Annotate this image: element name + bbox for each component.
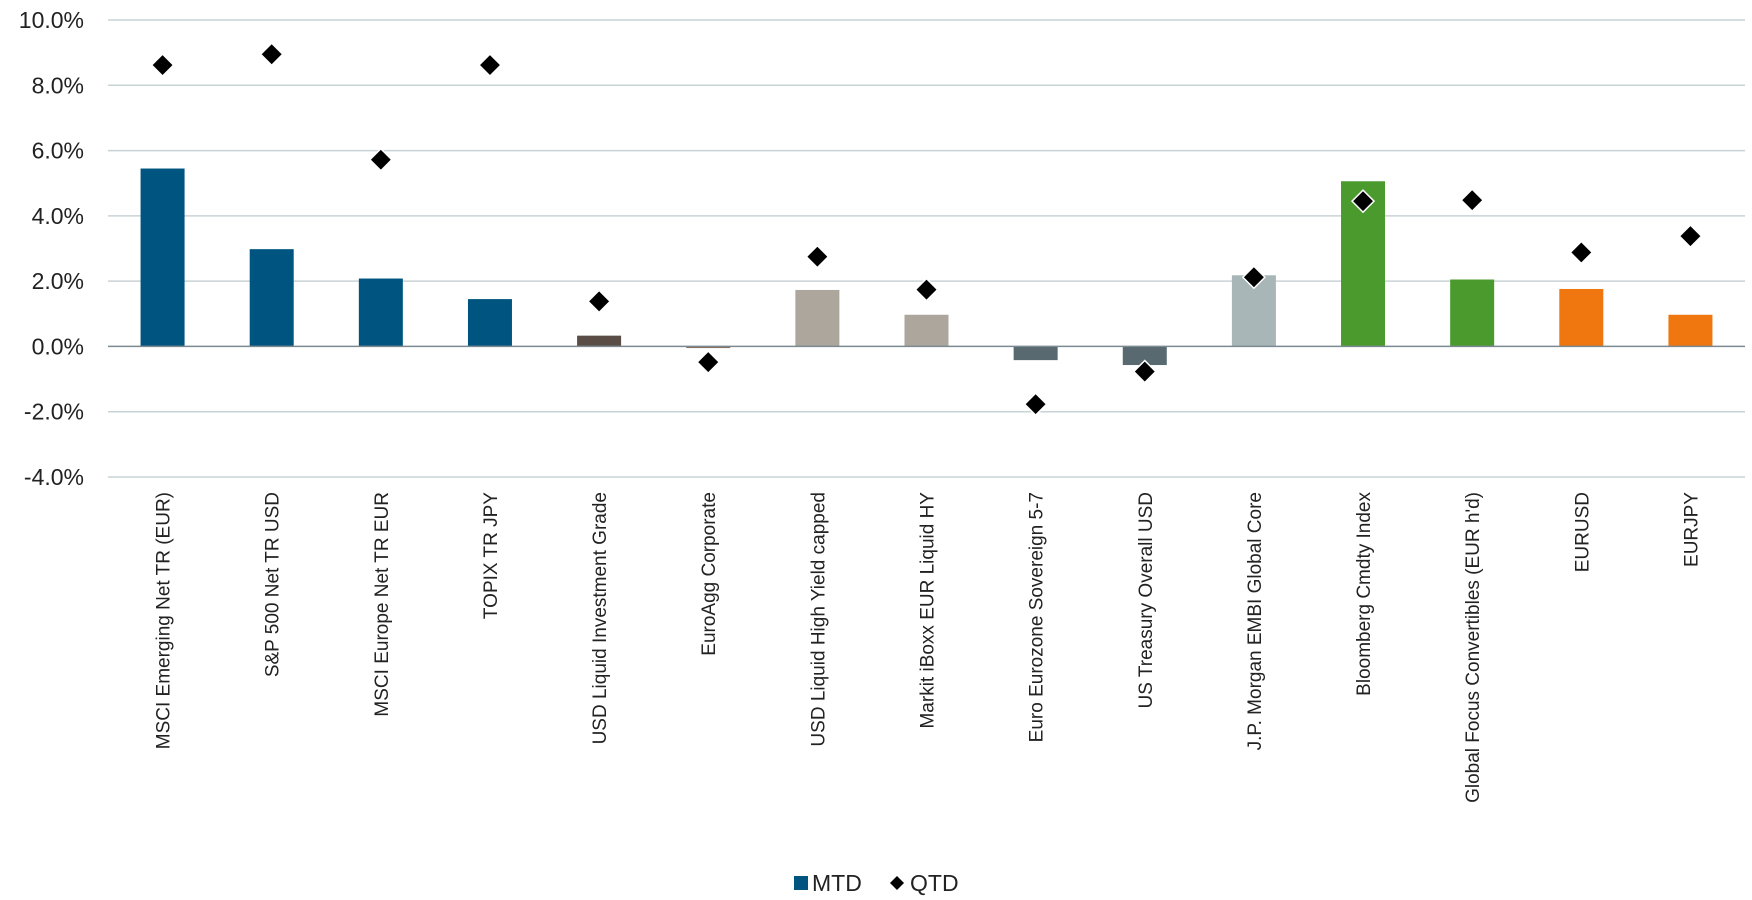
mtd-bar — [686, 346, 731, 349]
mtd-bar — [358, 278, 403, 347]
qtd-marker — [1241, 265, 1266, 290]
qtd-markers — [150, 42, 1703, 417]
y-tick-label: -4.0% — [24, 464, 84, 490]
y-tick-label: 0.0% — [32, 333, 84, 359]
mtd-bar — [904, 314, 949, 347]
mtd-bar — [1122, 346, 1167, 366]
x-category-label: S&P 500 Net TR USD — [263, 492, 284, 677]
qtd-marker — [1023, 392, 1048, 417]
y-axis-tick-labels: 10.0% 8.0% 6.0% 4.0% 2.0% 0.0% -2.0% -4.0% — [19, 7, 84, 490]
qtd-marker — [368, 147, 393, 172]
x-category-label: J.P. Morgan EMBI Global Core — [1245, 492, 1266, 750]
y-tick-label: 10.0% — [19, 7, 84, 33]
qtd-marker — [805, 244, 830, 269]
x-category-label: EuroAgg Corporate — [699, 492, 720, 656]
mtd-bar — [1013, 346, 1058, 361]
x-category-label: USD Liquid Investment Grade — [590, 492, 611, 744]
x-category-label: EURJPY — [1681, 492, 1702, 567]
y-tick-label: 6.0% — [32, 138, 84, 164]
mtd-bar — [140, 168, 185, 347]
qtd-marker — [259, 42, 284, 67]
x-category-label: Markit iBoxx EUR Liquid HY — [918, 492, 939, 729]
x-category-label: EURUSD — [1572, 492, 1593, 572]
mtd-bar — [249, 249, 294, 347]
mtd-bar — [795, 289, 840, 347]
mtd-bar — [1559, 288, 1604, 347]
qtd-marker — [1132, 359, 1157, 384]
x-category-label: USD Liquid High Yield capped — [808, 492, 829, 747]
y-tick-label: 4.0% — [32, 203, 84, 229]
gridlines — [108, 19, 1745, 478]
y-tick-label: -2.0% — [24, 399, 84, 425]
legend: MTD QTD — [794, 870, 959, 896]
qtd-marker — [1350, 189, 1376, 214]
y-tick-label: 8.0% — [32, 72, 84, 98]
legend-swatch-qtd — [890, 876, 904, 890]
x-category-label: Euro Eurozone Sovereign 5-7 — [1027, 492, 1048, 742]
mtd-bars — [140, 168, 1713, 366]
legend-label-mtd: MTD — [812, 870, 862, 896]
qtd-marker — [1569, 240, 1594, 265]
mtd-bar — [467, 299, 512, 347]
y-tick-label: 2.0% — [32, 268, 84, 294]
legend-swatch-mtd — [794, 876, 808, 890]
x-category-label: MSCI Europe Net TR EUR — [372, 492, 393, 717]
qtd-marker — [1678, 224, 1703, 249]
qtd-marker — [1460, 188, 1485, 213]
legend-label-qtd: QTD — [910, 870, 959, 896]
mtd-bar — [1450, 279, 1495, 347]
mtd-bar — [577, 335, 622, 347]
x-category-label: Global Focus Convertibles (EUR h'd) — [1463, 492, 1484, 803]
qtd-marker — [150, 52, 175, 78]
x-category-label: US Treasury Overall USD — [1136, 492, 1157, 708]
qtd-marker — [587, 289, 612, 314]
x-category-label: Bloomberg Cmdty Index — [1354, 492, 1375, 696]
qtd-marker — [914, 277, 939, 302]
mtd-bar — [1668, 314, 1713, 347]
qtd-marker — [477, 52, 503, 78]
x-category-label: TOPIX TR JPY — [481, 492, 502, 619]
x-category-label: MSCI Emerging Net TR (EUR) — [154, 492, 175, 749]
x-axis-category-labels: MSCI Emerging Net TR (EUR) S&P 500 Net TR… — [154, 492, 1703, 803]
qtd-marker — [696, 350, 721, 375]
